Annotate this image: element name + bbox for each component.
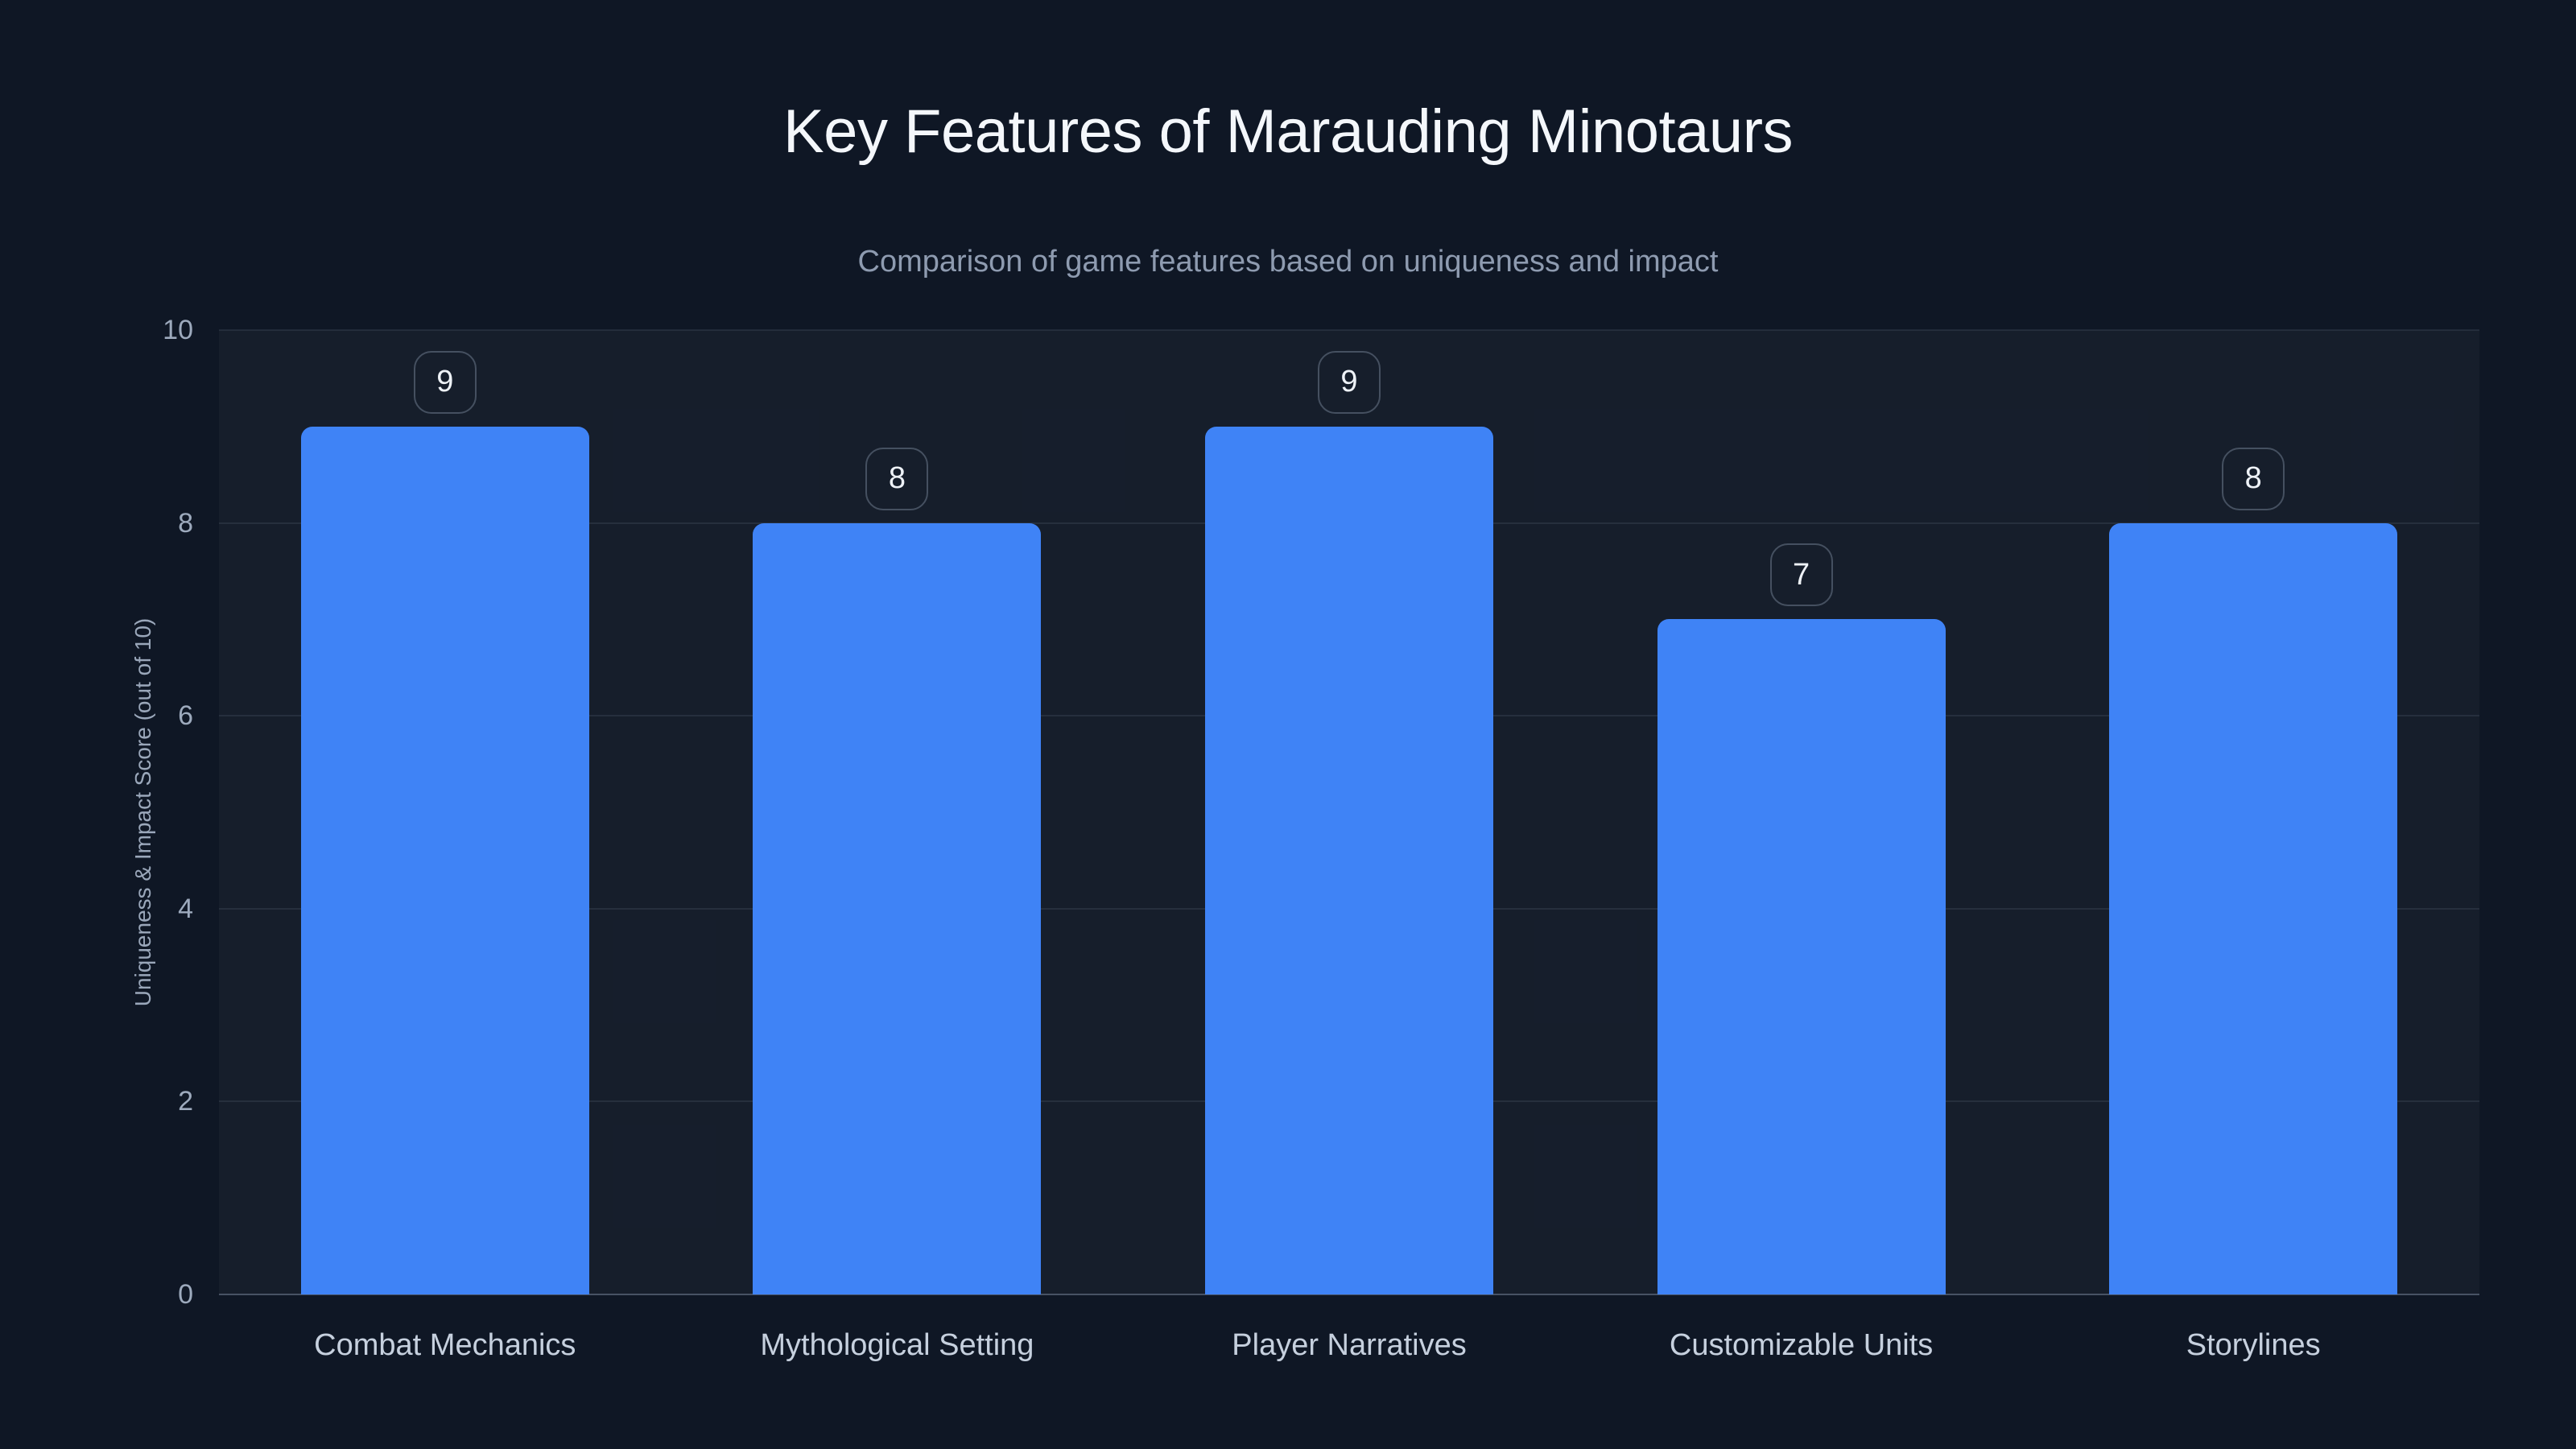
bar[interactable] — [2109, 522, 2398, 1294]
bar-value-badge: 7 — [1769, 543, 1833, 607]
grid-line — [219, 329, 2479, 331]
chart-title: Key Features of Marauding Minotaurs — [782, 97, 1794, 166]
chart-subtitle: Comparison of game features based on uni… — [857, 245, 1719, 279]
plot-area: 9 8 9 7 8 — [219, 329, 2479, 1295]
bar-value-badge: 9 — [1318, 350, 1381, 414]
x-axis-label: Mythological Setting — [760, 1328, 1034, 1362]
y-axis-title: Uniqueness & Impact Score (out of 10) — [130, 617, 155, 1007]
y-tick-label: 6 — [178, 700, 193, 732]
y-tick-label: 2 — [178, 1086, 193, 1117]
y-tick-label: 8 — [178, 507, 193, 539]
bar[interactable] — [300, 426, 589, 1294]
bar-value-badge: 8 — [2222, 447, 2285, 510]
bar-value-badge: 9 — [413, 350, 477, 414]
x-axis-baseline — [219, 1294, 2479, 1295]
bar[interactable] — [1205, 426, 1493, 1294]
y-tick-label: 4 — [178, 893, 193, 924]
x-axis-label: Combat Mechanics — [314, 1328, 576, 1362]
x-axis-label: Customizable Units — [1669, 1328, 1934, 1362]
x-axis-label: Player Narratives — [1232, 1328, 1467, 1362]
x-axis-label: Storylines — [2186, 1328, 2321, 1362]
bar[interactable] — [753, 522, 1042, 1294]
bar[interactable] — [1657, 619, 1946, 1294]
y-tick-label: 0 — [178, 1279, 193, 1310]
y-tick-label: 10 — [163, 315, 193, 345]
bar-value-badge: 8 — [865, 447, 929, 510]
